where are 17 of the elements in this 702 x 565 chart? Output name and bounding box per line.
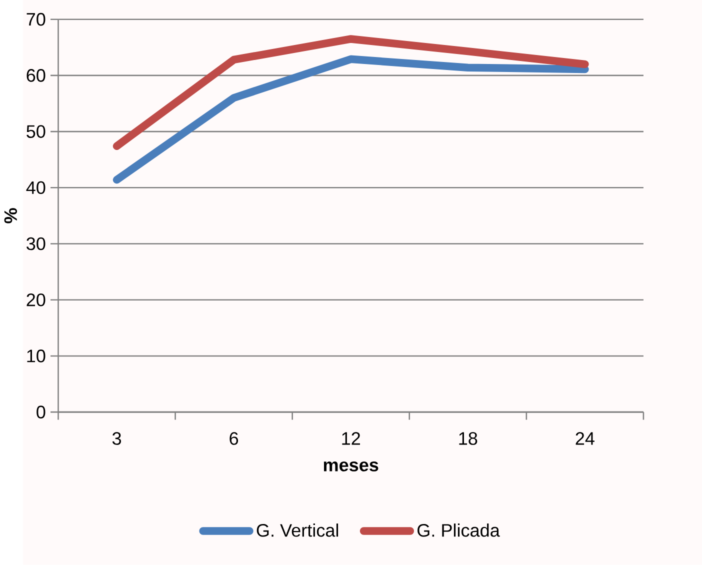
- y-tick-label: 30: [26, 237, 46, 250]
- x-tick-label: 3: [112, 432, 121, 445]
- y-tick-label: 70: [26, 12, 46, 26]
- x-axis-title: meses: [324, 462, 378, 472]
- y-tick-label: 10: [27, 350, 46, 362]
- y-tick-label: 50: [26, 125, 46, 138]
- x-tick-label: 6: [230, 432, 238, 445]
- y-tick-label: 20: [26, 294, 46, 306]
- y-tick-label: 40: [26, 181, 46, 194]
- y-tick-label: 60: [26, 69, 46, 82]
- y-tick-label: 0: [36, 406, 46, 419]
- x-tick-label: 18: [459, 432, 478, 445]
- legend-label: G. Vertical: [256, 524, 338, 537]
- x-tick-label: 12: [342, 432, 360, 445]
- y-axis-title: %: [4, 208, 18, 224]
- x-tick-label: 24: [576, 432, 594, 445]
- legend-label: G. Plicada: [418, 524, 500, 537]
